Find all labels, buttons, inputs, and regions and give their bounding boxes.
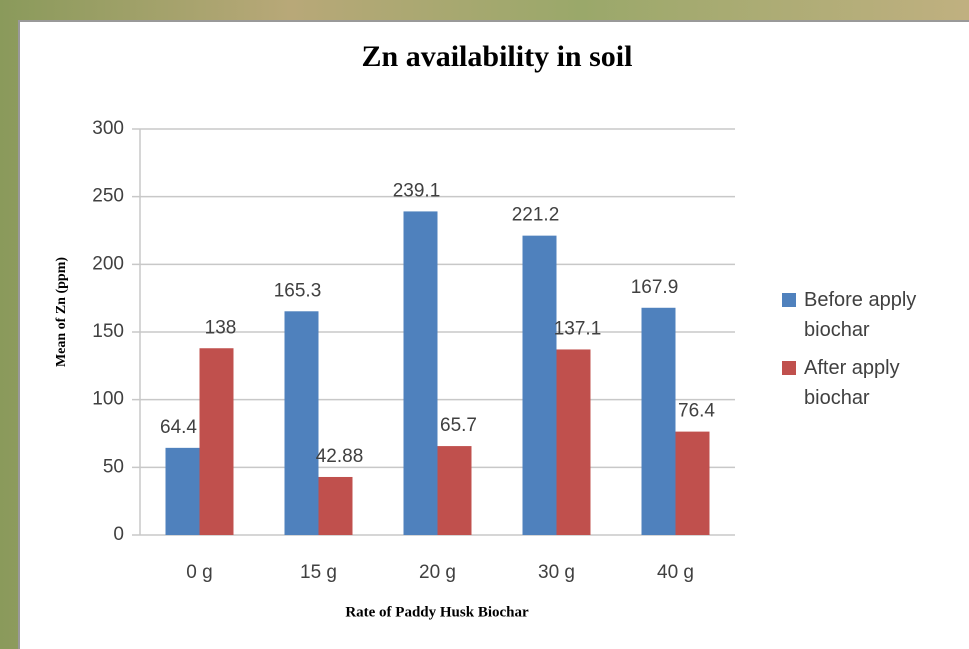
bar [676, 432, 710, 535]
x-tick-label: 20 g [419, 562, 456, 583]
bar [285, 311, 319, 535]
bar [166, 448, 200, 535]
data-label: 64.4 [160, 417, 197, 438]
y-tick-label: 0 [113, 524, 124, 545]
chart-title: Zn availability in soil [362, 40, 633, 73]
x-tick-label: 30 g [538, 562, 575, 583]
y-tick-label: 300 [92, 118, 124, 139]
data-label: 239.1 [393, 180, 441, 201]
y-tick-label: 150 [92, 321, 124, 342]
bar [557, 349, 591, 535]
data-label: 42.88 [316, 446, 364, 467]
legend-label: After apply biochar [804, 357, 900, 409]
data-label: 221.2 [512, 205, 560, 226]
data-label: 76.4 [678, 401, 715, 422]
y-tick-label: 50 [103, 456, 124, 477]
y-tick-label: 250 [92, 186, 124, 207]
y-tick-label: 100 [92, 389, 124, 410]
legend-swatch [782, 293, 796, 307]
bar [642, 308, 676, 535]
bar [200, 348, 234, 535]
x-axis-label: Rate of Paddy Husk Biochar [345, 604, 529, 620]
legend-swatch [782, 361, 796, 375]
data-label: 137.1 [554, 318, 602, 339]
x-tick-label: 40 g [657, 562, 694, 583]
y-tick-label: 200 [92, 253, 124, 274]
x-tick-label: 15 g [300, 562, 337, 583]
y-axis-label: Mean of Zn (ppm) [54, 257, 69, 367]
data-label: 138 [205, 317, 237, 338]
x-tick-label: 0 g [186, 562, 212, 583]
data-label: 167.9 [631, 277, 679, 298]
bar [523, 236, 557, 535]
legend-label: Before apply biochar [804, 289, 916, 341]
legend-item: After apply biochar [782, 353, 954, 413]
legend-item: Before apply biochar [782, 285, 954, 345]
data-label: 165.3 [274, 280, 322, 301]
data-label: 65.7 [440, 415, 477, 436]
page: Zn availability in soil Rate of Paddy Hu… [0, 0, 969, 649]
bar [438, 446, 472, 535]
bar [319, 477, 353, 535]
bar [404, 211, 438, 535]
